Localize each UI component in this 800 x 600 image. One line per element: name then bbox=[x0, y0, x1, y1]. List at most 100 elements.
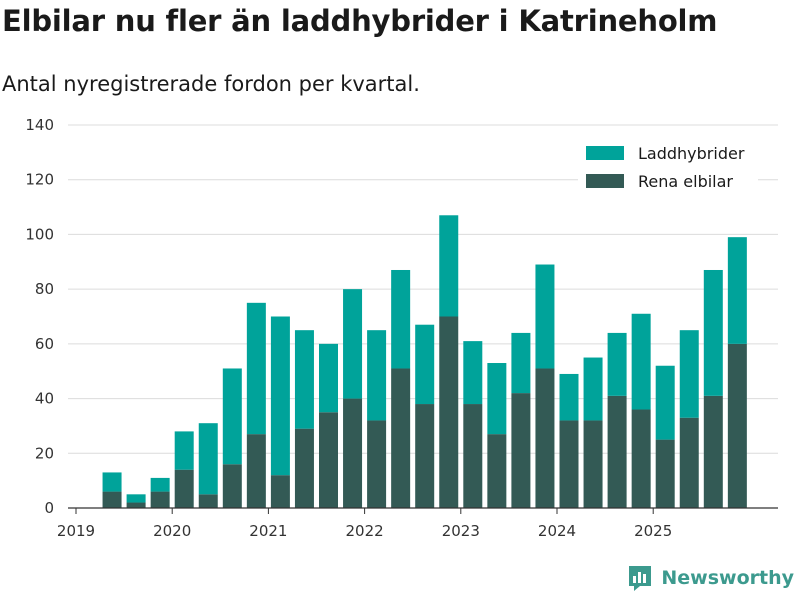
bar-rena-elbilar bbox=[655, 439, 675, 508]
bar-stack-2022-q3 bbox=[415, 324, 435, 508]
bar-stack-2021-q1 bbox=[270, 316, 290, 508]
brand-name: Newsworthy bbox=[661, 567, 794, 589]
bar-rena-elbilar bbox=[727, 343, 747, 508]
chart-subtitle: Antal nyregistrerade fordon per kvartal. bbox=[2, 72, 420, 96]
bar-laddhybrider bbox=[222, 368, 242, 465]
bar-rena-elbilar bbox=[391, 368, 411, 508]
bar-rena-elbilar bbox=[487, 434, 507, 508]
newsworthy-brand: Newsworthy bbox=[627, 564, 794, 592]
newsworthy-logo-icon bbox=[629, 566, 652, 591]
bar-stack-2020-q1 bbox=[174, 431, 194, 508]
bar-laddhybrider bbox=[703, 269, 723, 396]
bar-rena-elbilar bbox=[559, 420, 579, 508]
bar-stack-2022-q1 bbox=[367, 330, 387, 508]
bar-rena-elbilar bbox=[102, 491, 122, 508]
bar-laddhybrider bbox=[343, 289, 363, 399]
bar-rena-elbilar bbox=[535, 368, 555, 508]
bar-stack-2024-q3 bbox=[607, 332, 627, 508]
bar-laddhybrider bbox=[174, 431, 194, 470]
bar-stack-2025-q3 bbox=[703, 269, 723, 508]
bar-rena-elbilar bbox=[222, 464, 242, 508]
legend-label-laddhybrider: Laddhybrider bbox=[638, 144, 745, 163]
bar-laddhybrider bbox=[198, 423, 218, 495]
bar-stack-2021-q2 bbox=[294, 330, 314, 508]
bar-rena-elbilar bbox=[703, 395, 723, 508]
bar-rena-elbilar bbox=[126, 502, 146, 508]
bar-rena-elbilar bbox=[294, 428, 314, 508]
chart-title: Elbilar nu fler än laddhybrider i Katrin… bbox=[2, 4, 718, 38]
bar-rena-elbilar bbox=[174, 469, 194, 508]
bar-rena-elbilar bbox=[583, 420, 603, 508]
bar-laddhybrider bbox=[655, 365, 675, 440]
bar-rena-elbilar bbox=[439, 316, 459, 508]
bar-stack-2025-q1 bbox=[655, 365, 675, 508]
bar-rena-elbilar bbox=[246, 434, 266, 508]
bar-stack-2019-q4 bbox=[150, 477, 170, 508]
bar-stack-2024-q2 bbox=[583, 357, 603, 508]
bar-rena-elbilar bbox=[198, 494, 218, 508]
bar-stack-2020-q2 bbox=[198, 423, 218, 508]
y-tick-label-80: 80 bbox=[35, 280, 54, 298]
bar-stack-2023-q4 bbox=[535, 264, 555, 508]
bar-stack-2020-q4 bbox=[246, 302, 266, 508]
bar-laddhybrider bbox=[415, 324, 435, 405]
bar-stack-2025-q2 bbox=[679, 330, 699, 508]
bar-rena-elbilar bbox=[367, 420, 387, 508]
y-tick-label-140: 140 bbox=[25, 116, 54, 134]
bar-laddhybrider bbox=[294, 330, 314, 429]
y-tick-label-0: 0 bbox=[44, 499, 54, 517]
bar-rena-elbilar bbox=[270, 475, 290, 508]
bar-stack-2020-q3 bbox=[222, 368, 242, 508]
bars bbox=[102, 215, 747, 508]
bar-laddhybrider bbox=[631, 313, 651, 410]
bar-stack-2022-q4 bbox=[439, 215, 459, 508]
bar-rena-elbilar bbox=[679, 417, 699, 508]
bar-laddhybrider bbox=[583, 357, 603, 421]
bar-laddhybrider bbox=[270, 316, 290, 476]
bar-stack-2019-q2 bbox=[102, 472, 122, 508]
bar-laddhybrider bbox=[511, 332, 531, 394]
bar-rena-elbilar bbox=[150, 491, 170, 508]
bar-stack-2021-q4 bbox=[343, 289, 363, 508]
bar-rena-elbilar bbox=[511, 393, 531, 508]
bar-laddhybrider bbox=[487, 363, 507, 435]
bar-rena-elbilar bbox=[463, 404, 483, 508]
bar-stack-2021-q3 bbox=[319, 343, 338, 508]
x-tick-label-2021: 2021 bbox=[249, 522, 287, 540]
bar-stack-2023-q1 bbox=[463, 341, 483, 508]
legend-swatch-rena-elbilar bbox=[586, 174, 624, 188]
x-tick-label-2019: 2019 bbox=[57, 522, 95, 540]
y-tick-label-60: 60 bbox=[35, 335, 54, 353]
bar-laddhybrider bbox=[367, 330, 387, 421]
bar-stack-2019-q3 bbox=[126, 494, 146, 508]
bar-laddhybrider bbox=[126, 494, 146, 503]
x-tick-label-2025: 2025 bbox=[634, 522, 672, 540]
x-tick-label-2022: 2022 bbox=[346, 522, 384, 540]
bar-rena-elbilar bbox=[631, 409, 651, 508]
x-tick-label-2024: 2024 bbox=[538, 522, 576, 540]
legend: Laddhybrider Rena elbilar bbox=[578, 138, 758, 194]
bar-rena-elbilar bbox=[415, 404, 435, 508]
bar-laddhybrider bbox=[727, 237, 747, 344]
bar-laddhybrider bbox=[319, 343, 338, 413]
bar-laddhybrider bbox=[535, 264, 555, 369]
bar-laddhybrider bbox=[150, 477, 170, 492]
bar-laddhybrider bbox=[391, 269, 411, 369]
bar-laddhybrider bbox=[559, 373, 579, 421]
bar-stack-2023-q2 bbox=[487, 363, 507, 508]
legend-label-rena-elbilar: Rena elbilar bbox=[638, 172, 733, 191]
bar-stack-2023-q3 bbox=[511, 332, 531, 508]
y-axis-ticks: 0 20 40 60 80 100 120 140 bbox=[25, 116, 54, 517]
bar-laddhybrider bbox=[439, 215, 459, 317]
y-tick-label-100: 100 bbox=[25, 225, 54, 243]
bar-rena-elbilar bbox=[319, 412, 338, 508]
x-tick-label-2023: 2023 bbox=[442, 522, 480, 540]
bar-stack-2022-q2 bbox=[391, 269, 411, 508]
x-tick-label-2020: 2020 bbox=[153, 522, 191, 540]
bar-laddhybrider bbox=[463, 341, 483, 405]
y-tick-label-120: 120 bbox=[25, 171, 54, 189]
bar-stack-2024-q1 bbox=[559, 373, 579, 508]
bar-rena-elbilar bbox=[607, 395, 627, 508]
legend-swatch-laddhybrider bbox=[586, 146, 624, 160]
